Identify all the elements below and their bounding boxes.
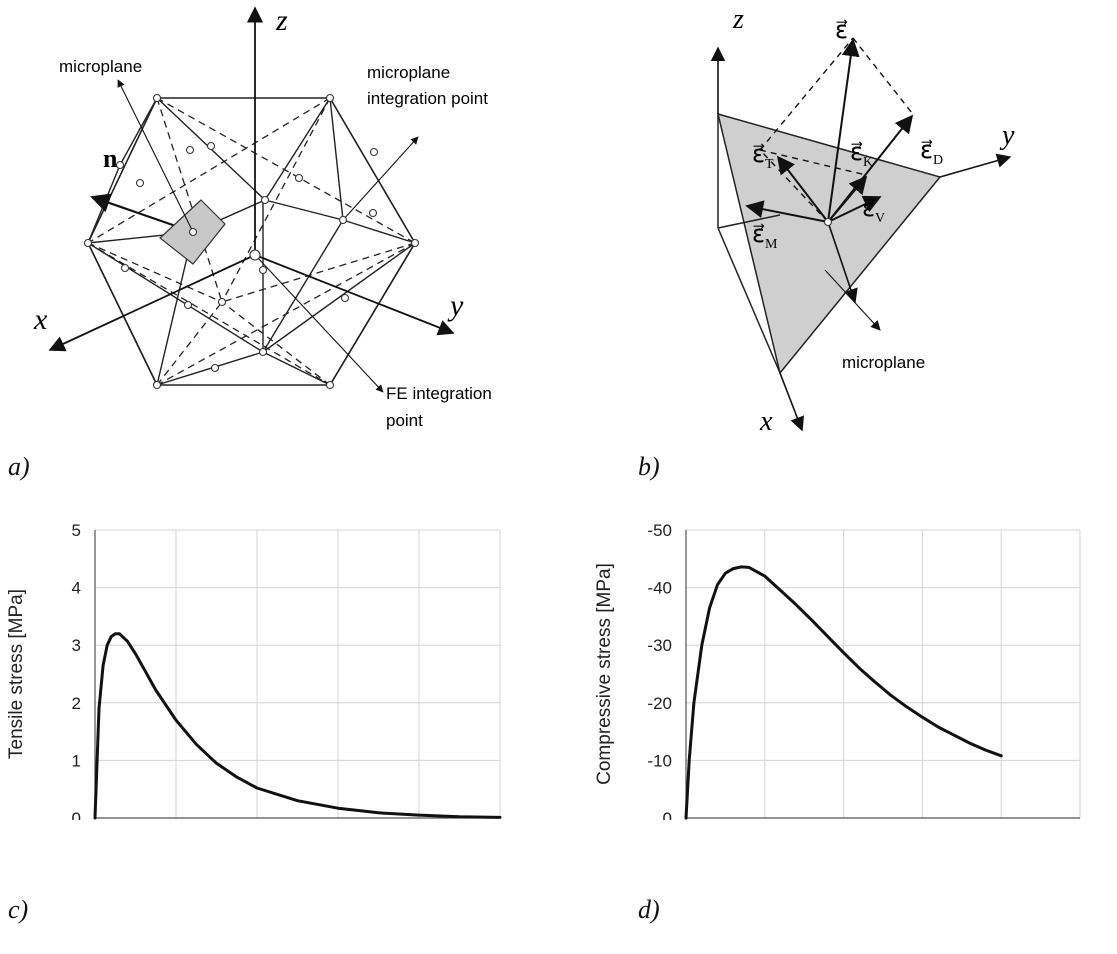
tetra-edges: [717, 114, 781, 374]
caption-b: b): [638, 452, 660, 481]
mp-point-label-line2: integration point: [367, 89, 488, 108]
y-tick-label: -30: [647, 636, 672, 655]
y-tick-label: 2: [72, 694, 81, 713]
eps-v-label: ε⃗V: [862, 196, 885, 226]
y-tick-label: 0: [72, 809, 81, 820]
microplane-triangle: [716, 112, 942, 375]
integration-points: [83, 93, 420, 390]
y-tick-label: -40: [647, 579, 672, 598]
axis-y-label-b: y: [999, 120, 1015, 151]
y-tick-label: -20: [647, 694, 672, 713]
tensile-chart: 00.0020.0040.0060.0080.01012345Tensile s…: [6, 521, 502, 820]
icosahedron-solid-edges: [87, 97, 416, 386]
axis-x-label-b: x: [759, 406, 773, 437]
y-tick-label: 4: [72, 579, 81, 598]
leader-microplane-b: [824, 269, 881, 331]
construction-lines: [759, 37, 913, 223]
caption-d: d): [638, 895, 660, 924]
series-line-0: [684, 565, 1003, 820]
origin-point-b: [823, 217, 833, 227]
caption-c: c): [8, 895, 29, 924]
axis-x-label: x: [33, 303, 48, 336]
compressive-chart: 0-0.005-0.01-0.015-0.02-0.0250-10-20-30-…: [594, 521, 1081, 820]
icosahedron-hidden-edges: [87, 97, 416, 386]
y-axis-title: Tensile stress [MPa]: [6, 589, 27, 759]
icosahedron-outline: [87, 97, 416, 386]
series-line-0: [93, 632, 502, 820]
y-tick-label: 1: [72, 751, 81, 770]
caption-a: a): [8, 452, 30, 481]
y-tick-label: -50: [647, 521, 672, 540]
mp-point-label-line1: microplane: [367, 63, 450, 82]
eps-label: ε⃗: [835, 18, 848, 44]
axes-a: [48, 6, 455, 352]
microplane-label-a: microplane: [59, 57, 142, 76]
panel-b-diagram: z y x ε⃗ ε⃗D ε⃗T ε⃗K ε⃗V ε⃗M microplane: [710, 4, 1015, 437]
axis-z-label: z: [275, 4, 288, 37]
axis-y-label: y: [447, 289, 464, 322]
normal-label: n: [103, 144, 118, 173]
axes-b: [710, 46, 1012, 432]
eps-d-label: ε⃗D: [920, 138, 943, 168]
eps-t-label: ε⃗T: [752, 142, 774, 172]
axis-z-label-b: z: [732, 4, 744, 35]
y-tick-label: 5: [72, 521, 81, 540]
leader-microplane: [117, 79, 194, 233]
fe-point-label-line1: FE integration: [386, 384, 492, 403]
y-tick-label: -10: [647, 751, 672, 770]
fe-point-label-line2: point: [386, 411, 423, 430]
strain-vectors: [745, 38, 914, 223]
eps-k-label: ε⃗K: [850, 140, 873, 170]
y-axis-title: Compressive stress [MPa]: [594, 563, 615, 785]
y-tick-label: 3: [72, 636, 81, 655]
panel-a-diagram: z x y n microplane microplane integratio…: [33, 4, 492, 430]
eps-m-label: ε⃗M: [752, 222, 778, 252]
microplane-label-b: microplane: [842, 353, 925, 372]
leader-mp-point: [342, 136, 419, 221]
leader-fe-point: [256, 256, 384, 393]
y-tick-label: 0: [663, 809, 672, 820]
